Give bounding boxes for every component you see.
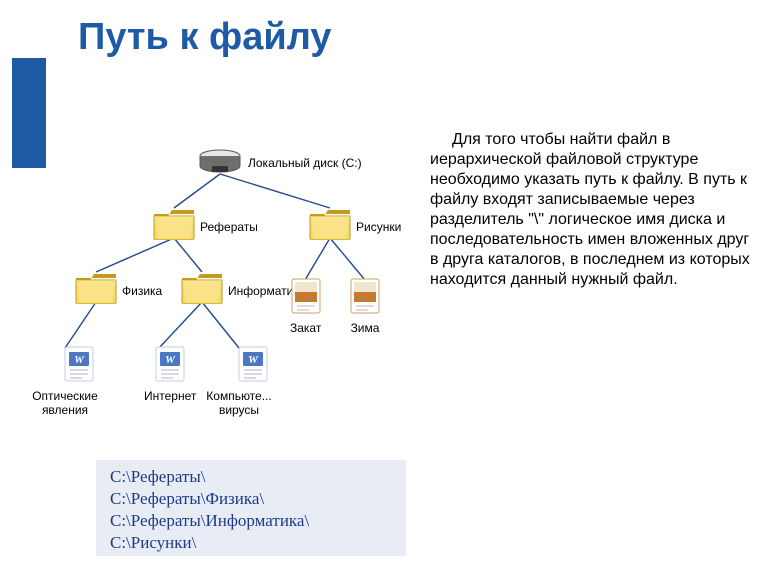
page-title: Путь к файлу bbox=[78, 16, 332, 59]
tree-node-optic: W Оптические явления bbox=[50, 346, 108, 417]
disk-icon bbox=[198, 148, 242, 176]
word-file-icon: W bbox=[155, 346, 185, 382]
node-label: Рисунки bbox=[356, 220, 401, 234]
node-label: Локальный диск (C:) bbox=[248, 156, 362, 170]
tree-node-virus: W Компьюте... вирусы bbox=[224, 346, 282, 417]
path-example: C:\Рефераты\Физика\ bbox=[110, 488, 392, 510]
tree-node-internet: W Интернет bbox=[144, 346, 196, 403]
image-file-icon bbox=[291, 278, 321, 314]
svg-text:W: W bbox=[248, 354, 259, 366]
word-file-icon: W bbox=[64, 346, 94, 382]
tree-node-informatika: Информатика bbox=[180, 270, 224, 309]
node-label: Физика bbox=[122, 284, 162, 298]
word-file-icon: W bbox=[238, 346, 268, 382]
node-label: Оптические явления bbox=[22, 389, 108, 417]
svg-text:W: W bbox=[165, 354, 176, 366]
path-example: C:\Рефераты\Информатика\ bbox=[110, 510, 392, 532]
image-file-icon bbox=[350, 278, 380, 314]
folder-icon bbox=[180, 270, 224, 304]
tree-node-fizika: Физика bbox=[74, 270, 118, 309]
folder-icon bbox=[152, 206, 196, 240]
node-label: Интернет bbox=[144, 389, 196, 403]
tree-node-risunki: Рисунки bbox=[308, 206, 352, 245]
folder-icon bbox=[308, 206, 352, 240]
node-label: Компьюте... вирусы bbox=[196, 389, 282, 417]
tree-node-zakat: Закат bbox=[290, 278, 321, 335]
node-label: Рефераты bbox=[200, 220, 258, 234]
example-paths-box: C:\Рефераты\C:\Рефераты\Физика\C:\Рефера… bbox=[96, 460, 406, 556]
path-example: C:\Рефераты\ bbox=[110, 466, 392, 488]
node-label: Зима bbox=[350, 321, 380, 335]
folder-icon bbox=[74, 270, 118, 304]
slide: Путь к файлу Для того чтобы найти файл в… bbox=[0, 0, 768, 576]
tree-node-zima: Зима bbox=[350, 278, 380, 335]
node-label: Закат bbox=[290, 321, 321, 335]
svg-text:W: W bbox=[74, 354, 85, 366]
body-text: Для того чтобы найти файл в иерархическо… bbox=[430, 130, 750, 290]
file-tree-diagram: Локальный диск (C:) Рефераты Рисунки Физ… bbox=[20, 148, 420, 438]
path-example: C:\Рисунки\ bbox=[110, 532, 392, 554]
tree-node-referaty: Рефераты bbox=[152, 206, 196, 245]
tree-node-root: Локальный диск (C:) bbox=[198, 148, 242, 181]
